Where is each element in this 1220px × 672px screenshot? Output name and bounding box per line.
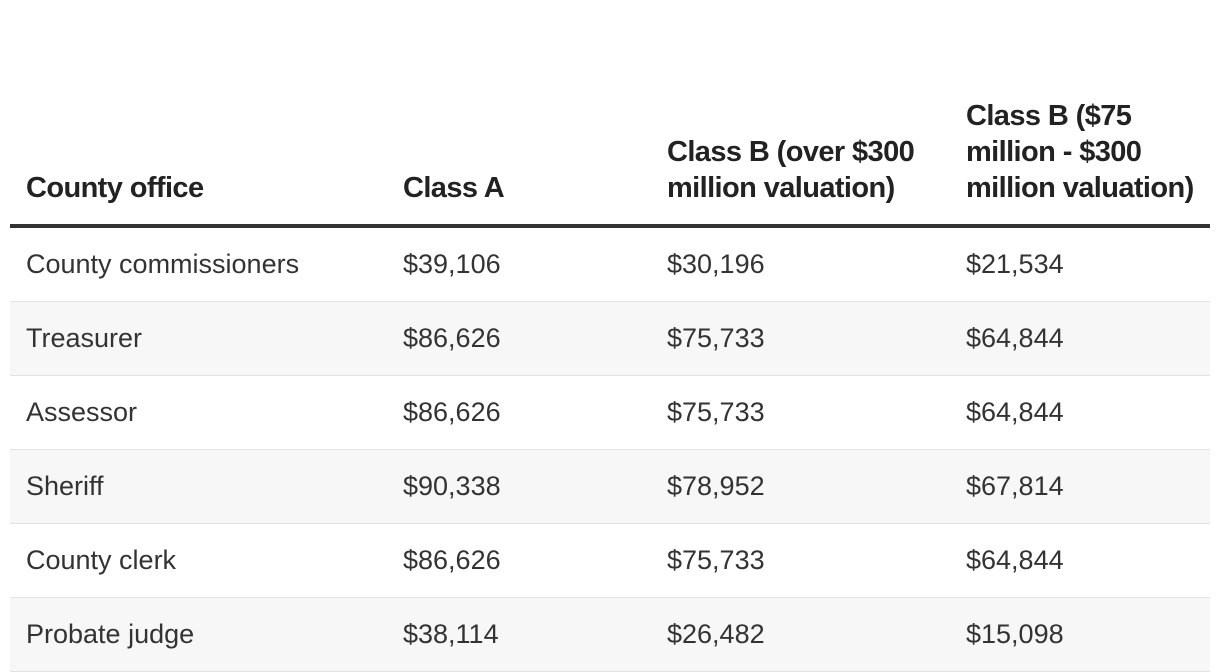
table-cell-office: Treasurer [10, 301, 387, 376]
table-row: County clerk $86,626 $75,733 $64,844 [10, 523, 1210, 598]
table-row: Assessor $86,626 $75,733 $64,844 [10, 375, 1210, 450]
table-header-row: County office Class A Class B (over $300… [10, 0, 1210, 228]
table-cell-value: $78,952 [651, 449, 950, 524]
table-row: Sheriff $90,338 $78,952 $67,814 [10, 449, 1210, 524]
salary-table-container: County office Class A Class B (over $300… [10, 0, 1210, 672]
county-salary-table: County office Class A Class B (over $300… [10, 0, 1210, 672]
table-cell-value: $64,844 [950, 523, 1210, 598]
table-cell-office: County clerk [10, 523, 387, 598]
table-cell-office: Sheriff [10, 449, 387, 524]
table-row: County commissioners $39,106 $30,196 $21… [10, 226, 1210, 302]
table-cell-value: $90,338 [387, 449, 651, 524]
column-header-class-b-over-300m: Class B (over $300 million valuation) [651, 0, 950, 228]
column-header-county-office: County office [10, 0, 387, 228]
table-cell-value: $39,106 [387, 226, 651, 302]
table-cell-value: $38,114 [387, 597, 651, 672]
table-cell-value: $75,733 [651, 375, 950, 450]
table-cell-office: Assessor [10, 375, 387, 450]
table-cell-value: $64,844 [950, 375, 1210, 450]
table-cell-value: $86,626 [387, 375, 651, 450]
table-row: Probate judge $38,114 $26,482 $15,098 [10, 597, 1210, 672]
table-row: Treasurer $86,626 $75,733 $64,844 [10, 301, 1210, 376]
table-cell-value: $75,733 [651, 301, 950, 376]
table-cell-value: $86,626 [387, 301, 651, 376]
column-header-class-b-75m-300m: Class B ($75 million - $300 million valu… [950, 0, 1210, 228]
table-cell-value: $15,098 [950, 597, 1210, 672]
table-cell-value: $75,733 [651, 523, 950, 598]
table-cell-value: $64,844 [950, 301, 1210, 376]
table-cell-office: Probate judge [10, 597, 387, 672]
table-cell-value: $86,626 [387, 523, 651, 598]
table-cell-office: County commissioners [10, 226, 387, 302]
column-header-class-a: Class A [387, 0, 651, 228]
table-cell-value: $30,196 [651, 226, 950, 302]
table-cell-value: $21,534 [950, 226, 1210, 302]
table-cell-value: $67,814 [950, 449, 1210, 524]
table-cell-value: $26,482 [651, 597, 950, 672]
